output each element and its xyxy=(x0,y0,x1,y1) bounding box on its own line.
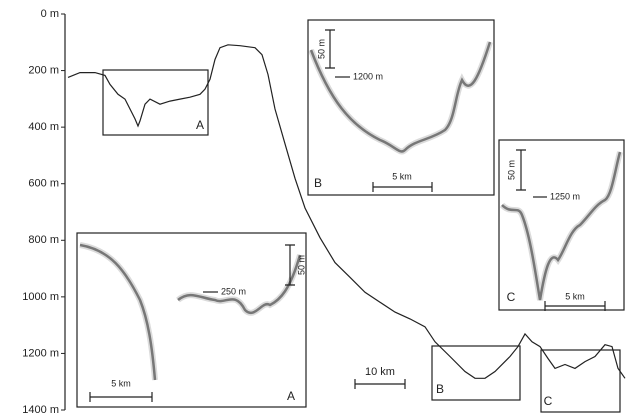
inset-a: 50 m 250 m 5 km A xyxy=(77,233,306,407)
figure: 1400 m 1200 m 1000 m 800 m 600 m 400 m 200 m 0 … xyxy=(0,0,629,414)
horizontal-scale: 5 km xyxy=(565,291,585,301)
horizontal-scale: 5 km xyxy=(392,171,412,181)
vertical-scale: 50 m xyxy=(506,160,516,180)
vertical-scale: 50 m xyxy=(296,255,306,275)
inset-label: B xyxy=(314,176,322,190)
box-b xyxy=(432,346,520,400)
depth-label: 1200 m xyxy=(353,71,383,81)
inset-b: 50 m 1200 m 5 km B xyxy=(308,20,494,195)
y-tick-label: 600 m xyxy=(28,178,59,190)
y-tick-label: 1400 m xyxy=(22,404,59,414)
depth-label: 250 m xyxy=(221,286,246,296)
y-tick-label: 200 m xyxy=(28,64,59,76)
inset-label: A xyxy=(287,389,295,403)
y-tick-label: 1200 m xyxy=(22,347,59,359)
depth-label: 1250 m xyxy=(550,191,580,201)
y-tick-label: 400 m xyxy=(28,121,59,133)
y-tick-label: 800 m xyxy=(28,234,59,246)
y-tick-label: 1000 m xyxy=(22,291,59,303)
box-label: B xyxy=(436,382,444,396)
box-label: C xyxy=(544,394,553,408)
y-tick-label: 0 m xyxy=(41,8,59,20)
inset-label: C xyxy=(507,290,516,304)
horizontal-scale: 5 km xyxy=(111,378,131,388)
inset-c: 50 m 1250 m 5 km C xyxy=(499,140,624,311)
vertical-scale: 50 m xyxy=(316,39,326,59)
scale-bar-label: 10 km xyxy=(365,366,395,378)
box-label: A xyxy=(196,118,204,132)
box-c xyxy=(541,350,620,412)
scale-bar xyxy=(355,379,405,389)
